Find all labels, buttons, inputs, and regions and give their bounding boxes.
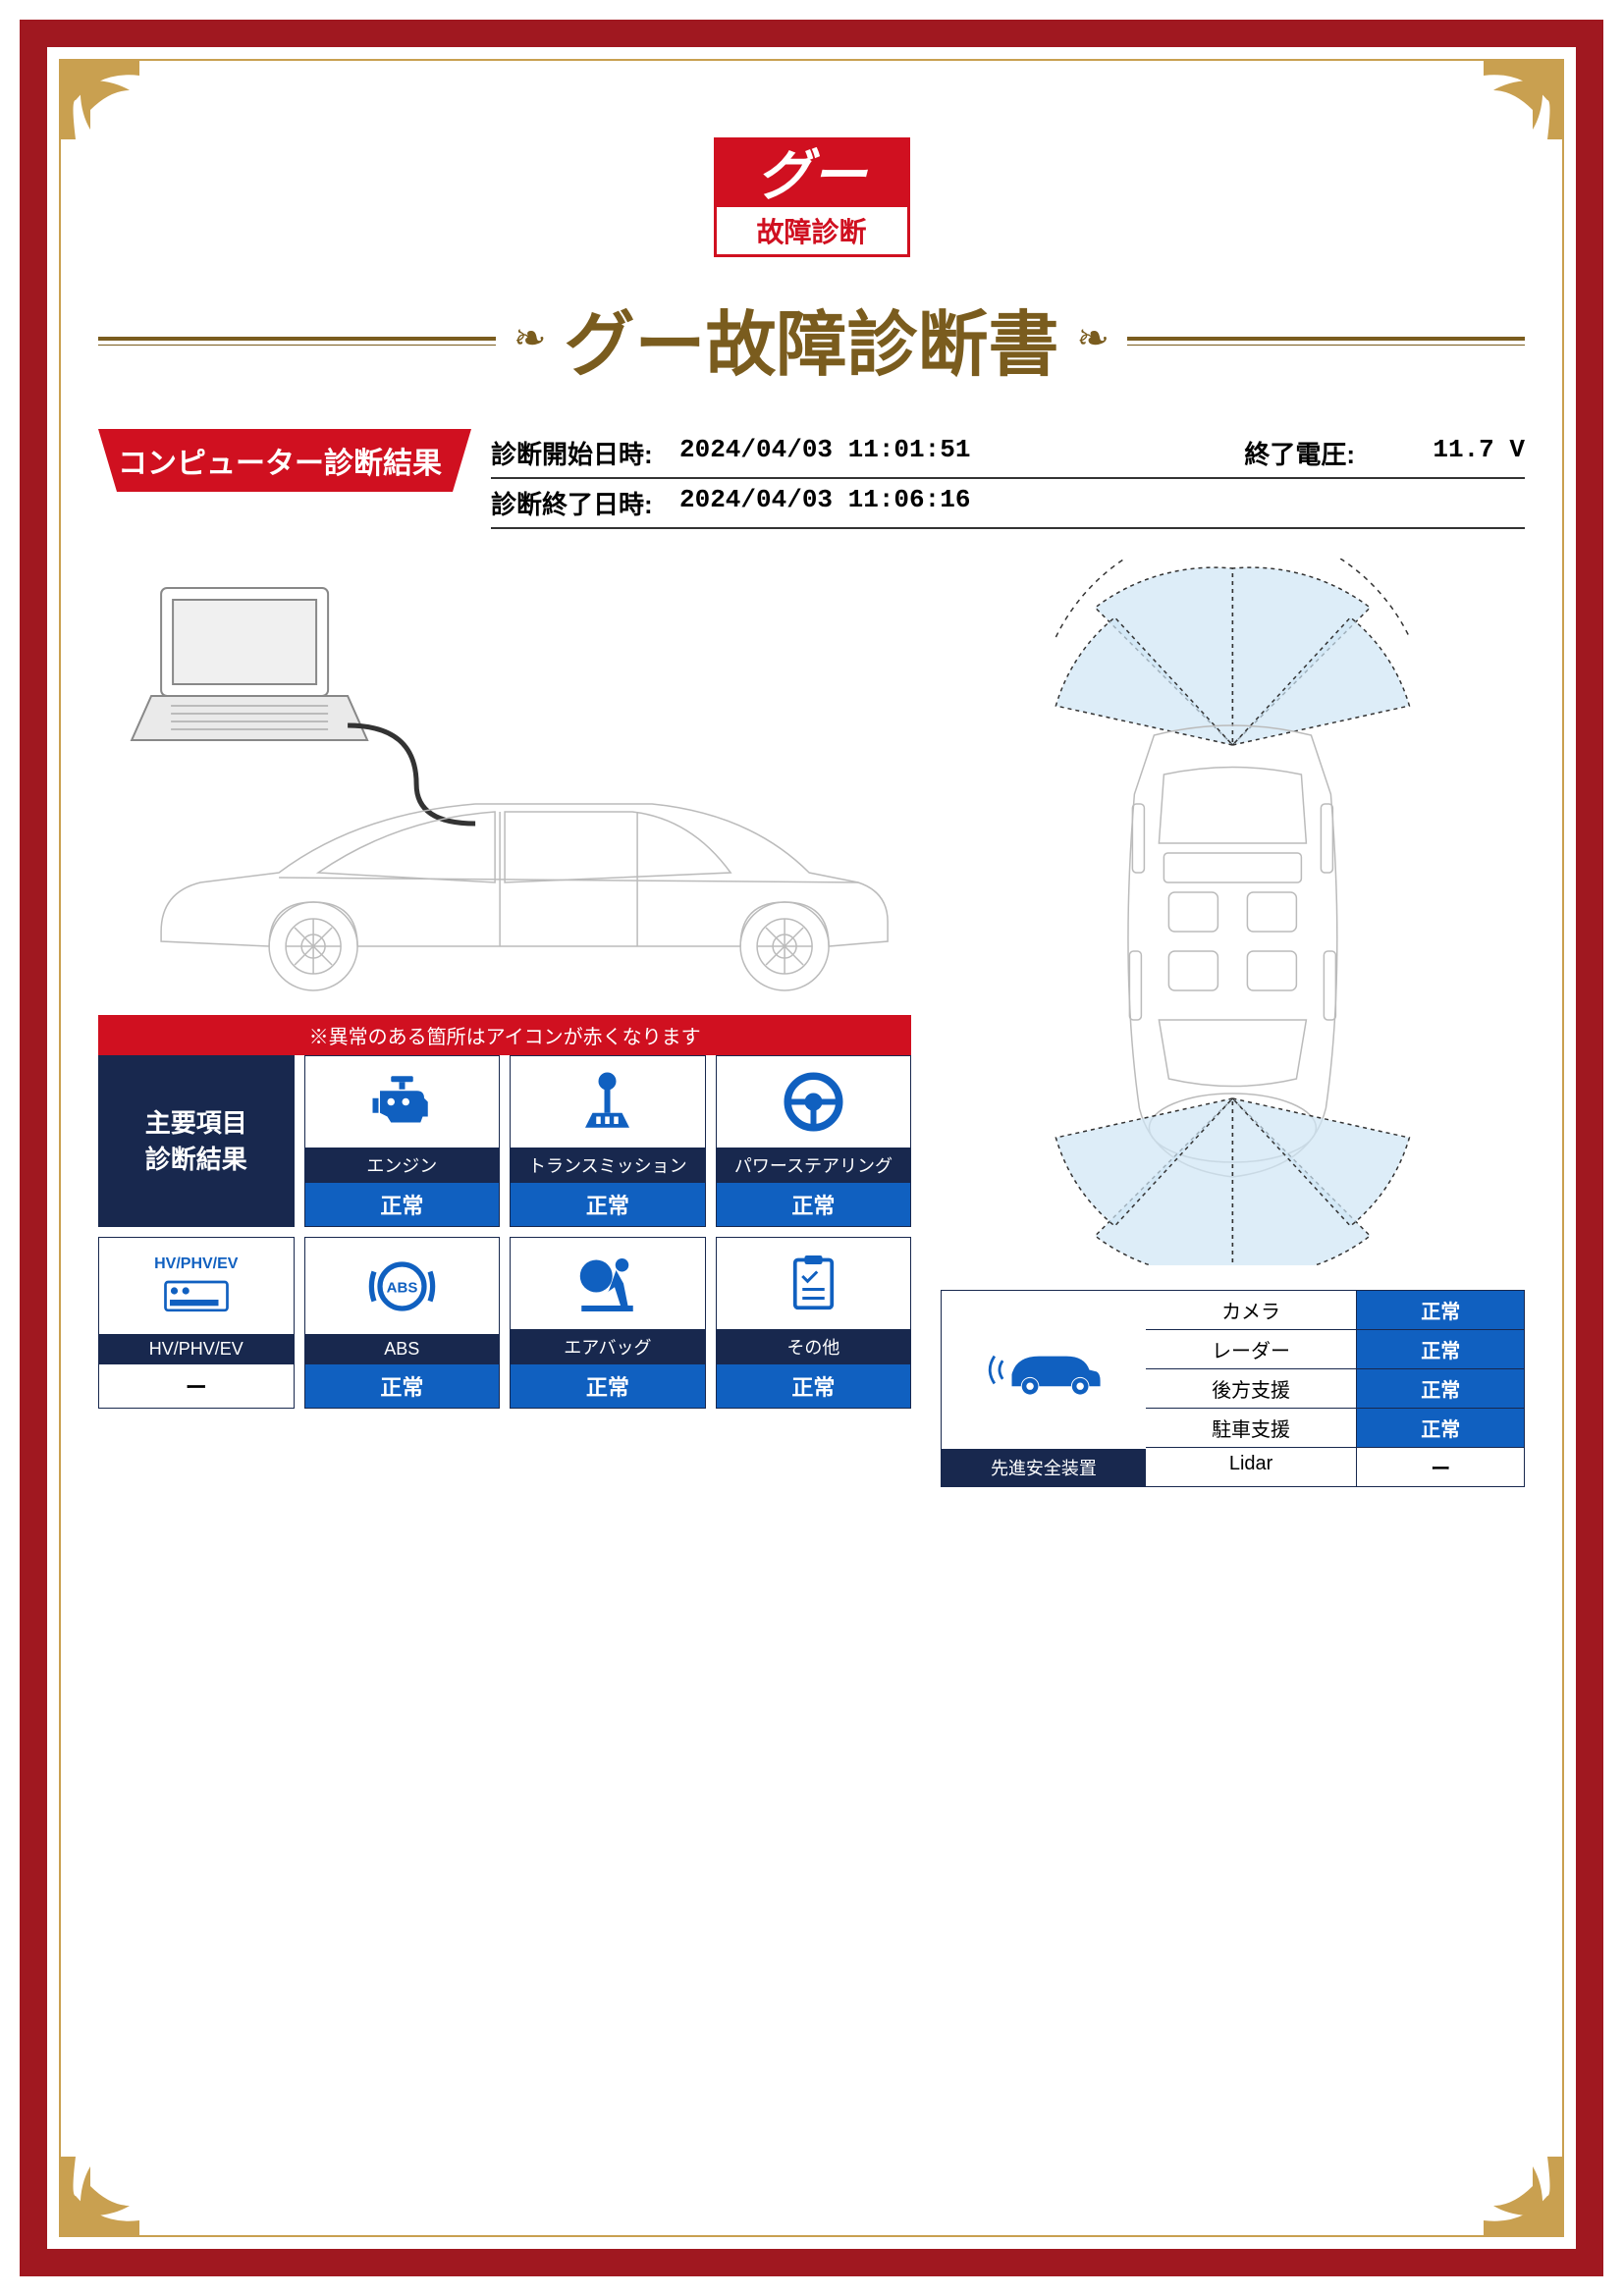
- safety-row: カメラ 正常: [1146, 1291, 1524, 1330]
- end-label: 診断終了日時:: [491, 485, 668, 521]
- warning-bar: ※異常のある箇所はアイコンが赤くなります: [98, 1015, 911, 1055]
- voltage-label: 終了電圧:: [1244, 435, 1421, 471]
- safety-table: 先進安全装置 カメラ 正常 レーダー 正常 後方支援 正常: [941, 1290, 1525, 1487]
- safety-value: 正常: [1357, 1369, 1524, 1408]
- steering-icon: [717, 1056, 911, 1148]
- cell-status: 正常: [511, 1183, 705, 1226]
- corner-ornament-icon: [61, 2157, 139, 2235]
- cell-transmission: トランスミッション 正常: [510, 1055, 706, 1227]
- title-rule-right: [1127, 337, 1525, 341]
- safety-row: Lidar ー: [1146, 1448, 1524, 1486]
- safety-name: 駐車支援: [1146, 1409, 1358, 1447]
- section-tab: コンピューター診断結果: [98, 429, 471, 492]
- safety-name: カメラ: [1146, 1291, 1358, 1329]
- safety-name: Lidar: [1146, 1448, 1358, 1486]
- info-line-start: 診断開始日時: 2024/04/03 11:01:51 終了電圧: 11.7 V: [491, 429, 1525, 479]
- cell-abs: ABS ABS 正常: [304, 1237, 501, 1409]
- cell-status: 正常: [717, 1364, 911, 1408]
- safety-header: 先進安全装置: [942, 1449, 1145, 1486]
- cell-status: 正常: [717, 1183, 911, 1226]
- end-value: 2024/04/03 11:06:16: [679, 485, 970, 521]
- cell-label: パワーステアリング: [717, 1148, 911, 1183]
- safety-row: レーダー 正常: [1146, 1330, 1524, 1369]
- section-header: コンピューター診断結果 診断開始日時: 2024/04/03 11:01:51 …: [98, 429, 1525, 529]
- safety-row: 駐車支援 正常: [1146, 1409, 1524, 1448]
- cell-status: 正常: [511, 1364, 705, 1408]
- engine-icon: [305, 1056, 500, 1148]
- brand-logo: グー 故障診断: [714, 137, 910, 257]
- cell-label: エンジン: [305, 1148, 500, 1183]
- cell-label: HV/PHV/EV: [99, 1334, 294, 1364]
- flourish-icon: ❧: [506, 316, 555, 361]
- cell-label: トランスミッション: [511, 1148, 705, 1183]
- cell-hv: HV/PHV/EV HV/PHV/EV ー: [98, 1237, 295, 1409]
- cell-label: その他: [717, 1329, 911, 1364]
- safety-rows: カメラ 正常 レーダー 正常 後方支援 正常 駐車支援 正常: [1146, 1291, 1524, 1486]
- airbag-icon: [511, 1238, 705, 1329]
- svg-text:ABS: ABS: [386, 1279, 417, 1296]
- main-panel-title-cell: 主要項目 診断結果: [98, 1055, 295, 1227]
- safety-name: レーダー: [1146, 1330, 1358, 1368]
- cell-other: その他 正常: [716, 1237, 912, 1409]
- cell-status: 正常: [305, 1183, 500, 1226]
- hv-icon: HV/PHV/EV: [99, 1238, 294, 1334]
- voltage-value: 11.7 V: [1433, 435, 1525, 471]
- info-line-end: 診断終了日時: 2024/04/03 11:06:16: [491, 479, 1525, 529]
- safety-value: 正常: [1357, 1409, 1524, 1447]
- title-row: ❧ グー故障診断書 ❧: [98, 287, 1525, 390]
- diagnostic-grid: 主要項目 診断結果 エンジン 正常 トランスミッション 正常: [98, 1055, 911, 1409]
- title-rule-left: [98, 337, 496, 341]
- car-top-diagram: [941, 559, 1525, 1265]
- safety-value: 正常: [1357, 1330, 1524, 1368]
- cell-power-steering: パワーステアリング 正常: [716, 1055, 912, 1227]
- start-label: 診断開始日時:: [491, 435, 668, 471]
- safety-value: ー: [1357, 1448, 1524, 1486]
- cell-status: 正常: [305, 1364, 500, 1408]
- cell-label: ABS: [305, 1334, 500, 1364]
- logo-bottom-text: 故障診断: [717, 207, 907, 254]
- transmission-icon: [511, 1056, 705, 1148]
- flourish-icon: ❧: [1069, 316, 1118, 361]
- safety-car-icon: [942, 1291, 1145, 1449]
- abs-icon: ABS: [305, 1238, 500, 1334]
- cell-airbag: エアバッグ 正常: [510, 1237, 706, 1409]
- logo-top-text: グー: [717, 140, 907, 207]
- cell-status: ー: [99, 1364, 294, 1408]
- document-title: グー故障診断書: [565, 287, 1059, 390]
- safety-value: 正常: [1357, 1291, 1524, 1329]
- hv-icon-text: HV/PHV/EV: [154, 1255, 238, 1273]
- clipboard-icon: [717, 1238, 911, 1329]
- safety-name: 後方支援: [1146, 1369, 1358, 1408]
- main-panel-title: 主要項目 診断結果: [99, 1056, 294, 1226]
- cell-label: エアバッグ: [511, 1329, 705, 1364]
- safety-row: 後方支援 正常: [1146, 1369, 1524, 1409]
- cell-engine: エンジン 正常: [304, 1055, 501, 1227]
- car-side-diagram: [98, 559, 911, 1000]
- corner-ornament-icon: [1484, 2157, 1562, 2235]
- start-value: 2024/04/03 11:01:51: [679, 435, 970, 471]
